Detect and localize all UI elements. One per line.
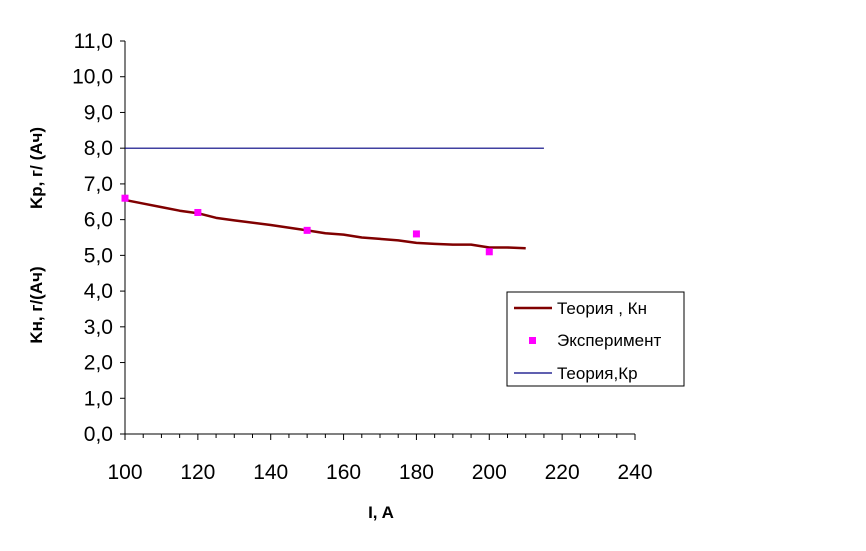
x-ticks: 100 120 140 160 180 200 220 240 [107,434,653,484]
x-tick-label: 100 [107,461,142,484]
x-tick-label: 220 [545,461,580,484]
plot-area [121,147,544,256]
y-tick-label: 1,0 [84,387,113,410]
y-tick-label: 2,0 [84,352,113,375]
y-tick-label: 8,0 [84,137,113,160]
x-tick-label: 160 [326,461,361,484]
legend: Теория , Кн Эксперимент Теория,Кр [506,291,685,387]
y-tick-label: 5,0 [84,244,113,267]
series-experiment-point [194,208,202,216]
x-tick-label: 140 [253,461,288,484]
series-experiment-point [121,194,129,202]
y-tick-label: 11,0 [74,30,113,53]
series-experiment-point [303,226,311,234]
legend-swatch-experiment [529,337,536,344]
y-tick-label: 9,0 [84,101,113,124]
legend-label-theory-kn: Теория , Кн [557,299,647,318]
x-tick-label: 240 [617,461,652,484]
series-experiment-point [485,248,493,256]
y-ticks: 0,0 1,0 2,0 3,0 4,0 5,0 6,0 7,0 8,0 9,0 10,0 11,0 [72,30,125,446]
y-tick-label: 10,0 [72,66,113,89]
y-axis-title-bottom: Kн, г/(Ач) [27,266,46,343]
legend-label-experiment: Эксперимент [557,331,661,350]
x-axis-title: I, A [368,503,394,522]
y-tick-label: 4,0 [84,280,113,303]
y-tick-label: 3,0 [84,316,113,339]
y-axis-title-top: Kр, г/ (Ач) [27,127,46,209]
series-theory-kn-line [124,198,526,250]
x-tick-label: 200 [472,461,507,484]
y-tick-label: 6,0 [84,209,113,232]
series-experiment-point [412,230,420,238]
x-tick-label: 180 [399,461,434,484]
y-tick-label: 7,0 [84,173,113,196]
x-tick-label: 120 [180,461,215,484]
legend-label-theory-kr: Теория,Кр [557,364,638,383]
y-tick-label: 0,0 [84,423,113,446]
